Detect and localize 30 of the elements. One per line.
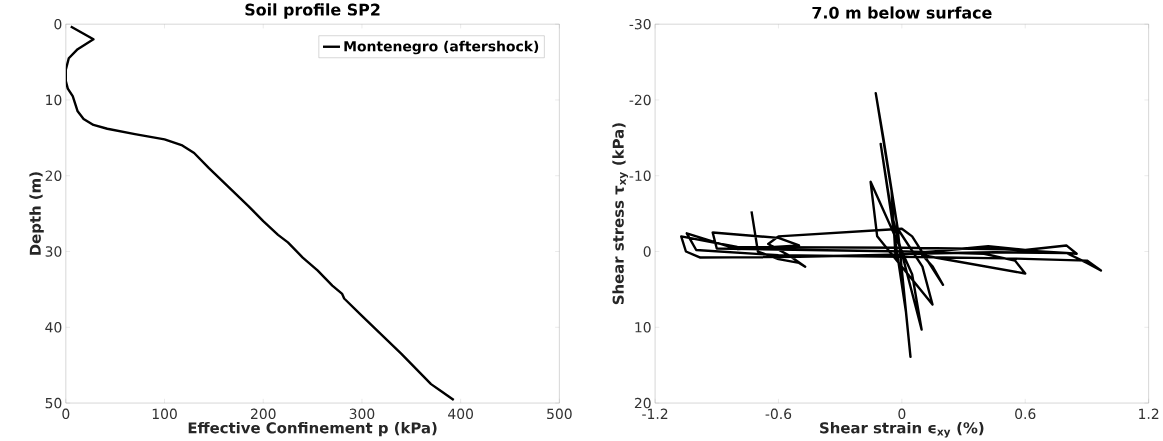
x-tick-label: 0: [62, 408, 70, 420]
x-tick-label: 100: [152, 408, 177, 420]
chart-title: Soil profile SP2: [245, 3, 380, 19]
x-tick-label: 0: [898, 408, 906, 420]
y-axis-title: Depth (m): [29, 172, 44, 255]
y-tick-label: 20: [634, 397, 651, 409]
y-tick-label: 0: [643, 246, 651, 257]
y-tick-label: 40: [45, 322, 62, 333]
y-tick-label: -10: [629, 170, 651, 182]
y-tick-label: 50: [45, 397, 62, 409]
x-tick-label: 500: [547, 408, 572, 420]
x-axis-title: Effective Confinement p (kPa): [188, 421, 437, 437]
legend-label: Montenegro (aftershock): [344, 40, 539, 55]
x-tick-label: -1.2: [642, 408, 668, 419]
y-tick-label: -30: [629, 18, 651, 30]
x-tick-label: -0.6: [765, 408, 792, 420]
y-tick-label: 10: [635, 322, 651, 333]
x-tick-label: 200: [250, 408, 276, 420]
y-tick-label: -20: [629, 94, 651, 106]
y-axis-title: Shear stress τ$_{xy}$ (kPa): [612, 123, 629, 305]
x-tick-label: 0.6: [1015, 408, 1036, 420]
y-tick-label: 30: [45, 246, 62, 257]
y-tick-label: 0: [54, 18, 62, 30]
x-tick-label: 1.2: [1139, 408, 1159, 419]
y-tick-label: 20: [45, 170, 62, 182]
chart-title: 7.0 m below surface: [812, 6, 992, 19]
x-axis-title: Shear strain ϵ$_{xy}$ (%): [820, 421, 984, 438]
x-tick-label: 300: [349, 408, 375, 420]
y-tick-label: 10: [46, 94, 62, 106]
x-tick-label: 400: [448, 408, 473, 420]
